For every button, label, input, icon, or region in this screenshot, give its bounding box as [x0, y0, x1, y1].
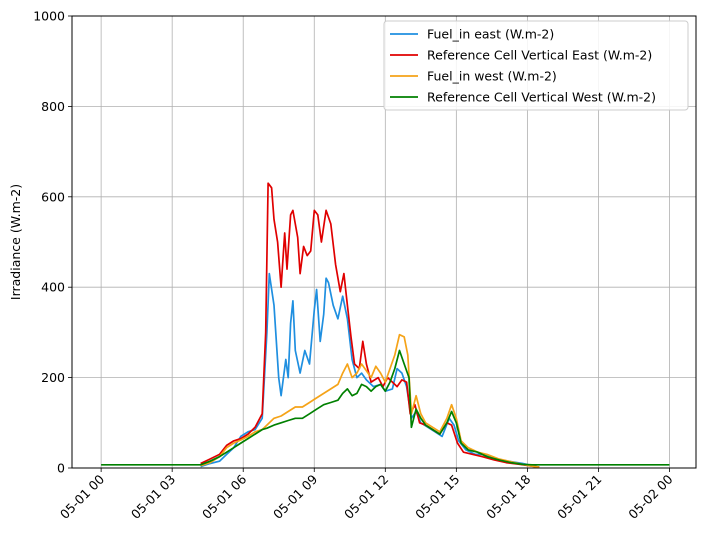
- legend: Fuel_in east (W.m-2) Reference Cell Verti…: [383, 20, 689, 111]
- x-tick-label: 05-01 06: [199, 471, 249, 521]
- x-tick-label: 05-01 15: [412, 472, 462, 522]
- x-tick-label: 05-01 12: [341, 472, 391, 522]
- y-axis-label: Irradiance (W.m-2): [8, 184, 23, 300]
- y-axis-ticks: 0 200 400 600 800 1000: [33, 9, 72, 476]
- y-tick-label: 0: [57, 461, 65, 476]
- y-tick-label: 800: [41, 99, 65, 114]
- x-tick-label: 05-01 00: [57, 471, 107, 521]
- x-axis-ticks: 05-01 00 05-01 03 05-01 06 05-01 09 05-01 12…: [57, 468, 676, 522]
- grid-lines: [72, 15, 696, 469]
- y-tick-label: 1000: [33, 9, 65, 24]
- x-tick-label: 05-01 21: [554, 472, 604, 522]
- legend-label-2: Fuel_in west (W.m-2): [427, 69, 557, 84]
- legend-label-0: Fuel_in east (W.m-2): [427, 27, 554, 42]
- x-tick-label: 05-01 03: [128, 472, 178, 522]
- legend-label-1: Reference Cell Vertical East (W.m-2): [427, 48, 652, 63]
- legend-box: [383, 20, 689, 111]
- series-line-2: [200, 333, 540, 468]
- series-line-0: [200, 272, 540, 468]
- series-line-3: [101, 349, 670, 466]
- x-tick-label: 05-02 00: [625, 471, 675, 521]
- legend-label-3: Reference Cell Vertical West (W.m-2): [427, 90, 656, 105]
- series-lines: [101, 182, 670, 468]
- y-tick-label: 600: [41, 189, 65, 204]
- y-tick-label: 200: [41, 370, 65, 385]
- x-tick-label: 05-01 18: [483, 471, 533, 521]
- plot-frame: [71, 15, 697, 469]
- y-tick-label: 400: [41, 280, 65, 295]
- x-tick-label: 05-01 09: [270, 471, 320, 521]
